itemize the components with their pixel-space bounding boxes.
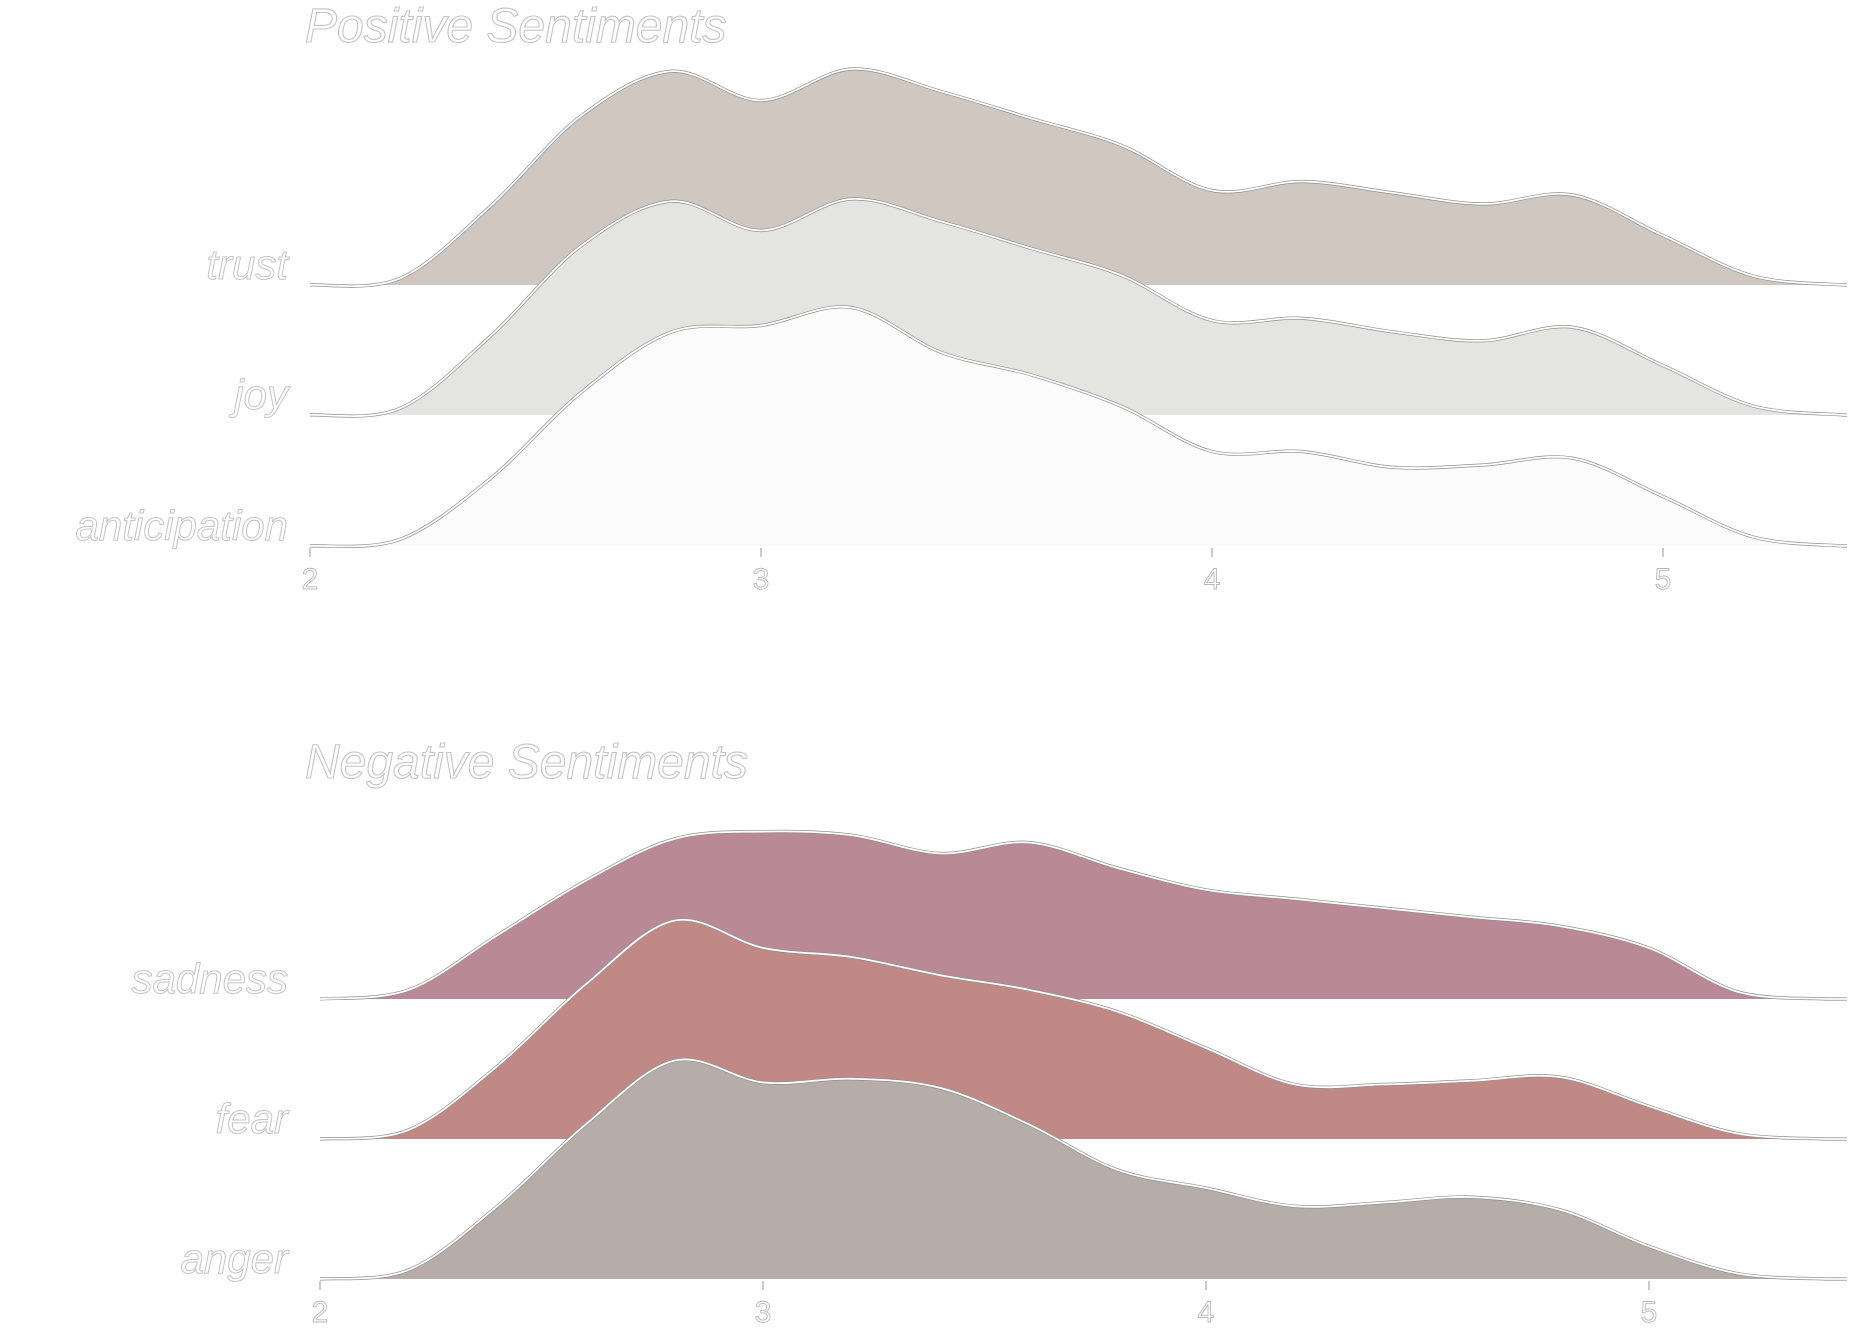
ridge-outline-anger — [319, 1058, 1847, 1280]
ridge-area-trust — [310, 68, 1847, 287]
series-label-anticipation: anticipation — [76, 502, 288, 549]
x-tick-label-4: 4 — [1204, 563, 1221, 596]
ridge-outline-joy — [309, 198, 1847, 418]
negative-ridges — [319, 829, 1847, 1281]
ridge-sadness — [319, 829, 1847, 1001]
ridge-anticipation — [309, 305, 1847, 549]
positive-x-axis: 2 3 4 5 — [301, 548, 1672, 596]
ridge-area-anticipation — [310, 306, 1847, 547]
x-tick-label-3: 3 — [755, 1296, 772, 1329]
positive-sentiments-panel: Positive Sentiments trust joy anticipation… — [75, 0, 1847, 596]
series-label-trust: trust — [206, 241, 290, 288]
series-label-sadness: sadness — [132, 955, 288, 1002]
ridge-trust — [309, 67, 1847, 288]
x-tick-label-4: 4 — [1198, 1296, 1215, 1329]
ridge-area-anger — [320, 1059, 1847, 1279]
negative-series-labels: sadness fear anger — [131, 955, 290, 1283]
positive-ridges — [309, 67, 1847, 549]
x-tick-label-5: 5 — [1655, 563, 1672, 596]
ridge-outline-trust — [309, 68, 1847, 288]
ridge-outline-fear — [319, 918, 1847, 1140]
positive-chart-title: Positive Sentiments — [305, 0, 727, 53]
series-label-anger: anger — [181, 1235, 290, 1282]
x-tick-label-5: 5 — [1641, 1296, 1658, 1329]
x-tick-label-3: 3 — [753, 563, 770, 596]
series-label-joy: joy — [229, 371, 291, 418]
negative-x-axis: 2 3 4 5 — [311, 1281, 1658, 1329]
x-tick-label-2: 2 — [312, 1296, 329, 1329]
ridge-outline-anticipation — [309, 305, 1847, 548]
negative-chart-title: Negative Sentiments — [305, 736, 748, 789]
negative-sentiments-panel: Negative Sentiments sadness fear anger 2 3 4… — [131, 735, 1847, 1329]
ridge-anger — [319, 1057, 1847, 1281]
x-tick-label-2: 2 — [302, 563, 319, 596]
series-label-fear: fear — [216, 1095, 290, 1142]
ridge-outline-sadness — [319, 830, 1847, 1000]
positive-series-labels: trust joy anticipation — [75, 241, 291, 550]
